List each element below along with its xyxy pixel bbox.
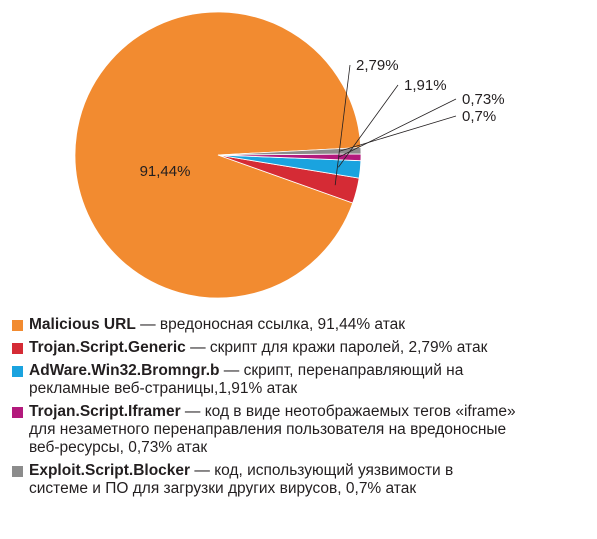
legend-name: Trojan.Script.Iframer <box>29 403 181 420</box>
pie-chart: 91,44% 2,79% 1,91% 0,73%0,7% <box>74 11 505 299</box>
legend-item-adware-bromngr: AdWare.Win32.Bromngr.b — скрипт, перенап… <box>12 362 592 398</box>
data-label: 2,79% <box>356 57 399 74</box>
legend-item-trojan-script-generic: Trojan.Script.Generic — скрипт для кражи… <box>12 339 592 357</box>
leader-line <box>338 84 399 168</box>
legend-swatch <box>12 343 23 354</box>
legend-swatch <box>12 320 23 331</box>
pie-slice <box>217 147 362 156</box>
leader-line <box>334 64 351 186</box>
legend-name: Exploit.Script.Blocker <box>29 462 191 479</box>
legend-desc: — скрипт, перенаправляющий на рекламные … <box>29 362 464 397</box>
legend-desc: — код в виде неотображаемых тегов «ifram… <box>29 403 516 456</box>
data-label: 0,73% <box>462 91 505 108</box>
legend-item-exploit-script-blocker: Exploit.Script.Blocker — код, использующ… <box>12 462 592 498</box>
legend-name: AdWare.Win32.Bromngr.b <box>29 362 220 379</box>
leader-line <box>338 115 457 152</box>
legend: Malicious URL — вредоносная ссылка, 91,4… <box>12 316 592 503</box>
data-label: 0,7% <box>462 108 496 125</box>
data-label: 1,91% <box>404 77 447 94</box>
legend-swatch <box>12 366 23 377</box>
legend-desc: — скрипт для кражи паролей, 2,79% атак <box>185 339 488 356</box>
legend-swatch <box>12 466 23 477</box>
leader-line <box>338 98 457 158</box>
data-label: 91,44% <box>140 163 191 180</box>
legend-swatch <box>12 407 23 418</box>
legend-desc: — код, использующий уязвимости в системе… <box>29 462 454 497</box>
legend-name: Malicious URL <box>29 316 136 333</box>
legend-item-trojan-script-iframer: Trojan.Script.Iframer — код в виде неото… <box>12 403 592 457</box>
pie-slice <box>74 11 362 299</box>
legend-name: Trojan.Script.Generic <box>29 339 186 356</box>
legend-desc: — вредоносная ссылка, 91,44% атак <box>135 316 406 333</box>
legend-item-malicious-url: Malicious URL — вредоносная ссылка, 91,4… <box>12 316 592 334</box>
